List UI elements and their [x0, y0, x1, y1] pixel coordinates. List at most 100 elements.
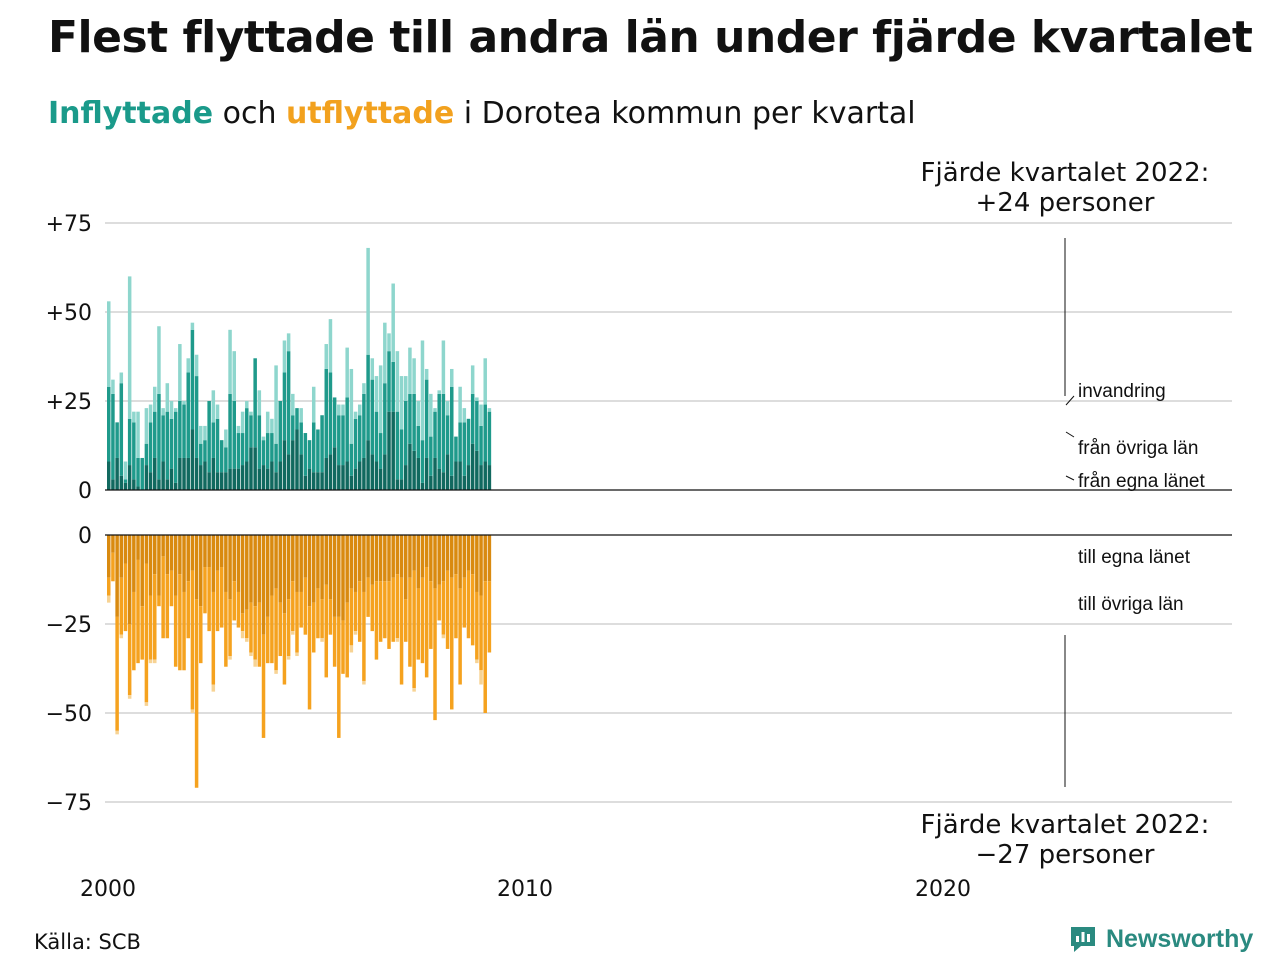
in-foreign-bar	[257, 390, 262, 416]
out-other-bar	[253, 606, 257, 660]
in-own-bar	[295, 429, 299, 490]
in-own-bar	[261, 465, 266, 490]
out-own-bar	[416, 535, 421, 589]
in-own-bar	[450, 475, 454, 490]
out-foreign-bar	[479, 670, 483, 685]
in-foreign-bar	[349, 368, 354, 444]
out-own-bar	[399, 535, 404, 578]
in-foreign-bar	[232, 351, 236, 401]
in-own-bar	[475, 450, 479, 490]
out-own-bar	[391, 535, 395, 578]
out-own-bar	[253, 535, 257, 607]
out-own-bar	[295, 535, 299, 592]
in-own-bar	[458, 461, 462, 490]
out-own-bar	[483, 535, 487, 582]
in-own-bar	[157, 479, 161, 490]
in-other-bar	[107, 386, 111, 462]
out-other-bar	[420, 577, 425, 664]
y-tick-label: 0	[78, 524, 92, 549]
in-foreign-bar	[479, 404, 483, 426]
out-own-bar	[224, 535, 228, 592]
in-other-bar	[240, 433, 245, 466]
in-other-bar	[420, 440, 425, 483]
in-foreign-bar	[311, 386, 316, 423]
annotation-bottom-value: −27 personer	[976, 840, 1155, 870]
out-own-bar	[374, 535, 379, 582]
in-foreign-bar	[391, 283, 395, 362]
out-own-bar	[161, 535, 165, 557]
out-other-bar	[182, 591, 186, 671]
out-own-bar	[261, 535, 266, 635]
in-foreign-bar	[286, 333, 291, 352]
in-foreign-bar	[199, 425, 203, 444]
out-foreign-bar	[144, 702, 149, 706]
out-other-bar	[291, 581, 295, 632]
out-foreign-bar	[107, 595, 111, 603]
in-other-bar	[416, 425, 421, 458]
in-own-bar	[370, 454, 375, 490]
out-own-bar	[190, 535, 195, 571]
in-other-bar	[140, 457, 144, 490]
out-own-bar	[299, 535, 303, 592]
out-other-bar	[337, 616, 341, 738]
out-other-bar	[387, 581, 391, 649]
in-other-bar	[190, 329, 195, 430]
out-other-bar	[479, 595, 483, 671]
out-own-bar	[349, 535, 354, 589]
out-other-bar	[391, 577, 395, 642]
in-other-bar	[119, 383, 124, 476]
in-other-bar	[458, 422, 462, 462]
in-own-bar	[169, 468, 174, 490]
in-own-bar	[282, 440, 287, 490]
out-own-bar	[119, 535, 124, 578]
in-own-bar	[403, 465, 408, 490]
out-other-bar	[127, 624, 132, 696]
out-own-bar	[194, 535, 199, 600]
in-own-bar	[291, 440, 295, 490]
out-other-bar	[345, 602, 349, 678]
in-own-bar	[470, 443, 475, 490]
out-own-bar	[282, 535, 287, 614]
in-other-bar	[483, 404, 487, 462]
out-foreign-bar	[127, 695, 132, 699]
out-own-bar	[123, 535, 128, 564]
out-own-bar	[454, 535, 458, 575]
out-other-bar	[328, 599, 333, 635]
in-foreign-bar	[445, 401, 450, 416]
out-other-bar	[316, 588, 320, 639]
out-own-bar	[245, 535, 249, 610]
in-own-bar	[194, 457, 199, 490]
in-own-bar	[479, 465, 483, 490]
in-own-bar	[483, 461, 487, 490]
out-other-bar	[311, 602, 316, 653]
in-own-bar	[412, 450, 416, 490]
y-tick-label: −25	[46, 613, 92, 638]
in-other-bar	[157, 393, 161, 480]
out-own-bar	[328, 535, 333, 600]
out-other-bar	[282, 613, 287, 685]
in-other-bar	[324, 368, 329, 458]
in-other-bar	[307, 440, 312, 469]
out-own-bar	[408, 535, 412, 578]
out-own-bar	[437, 535, 441, 585]
out-other-bar	[194, 599, 199, 788]
y-tick-label: +75	[46, 212, 92, 237]
in-other-bar	[153, 411, 157, 458]
out-own-bar	[412, 535, 416, 571]
in-foreign-bar	[161, 408, 165, 416]
out-own-bar	[132, 535, 136, 592]
in-own-bar	[345, 461, 349, 490]
out-other-bar	[240, 613, 245, 632]
out-own-bar	[207, 535, 211, 568]
subtitle-inflyttade: Inflyttade	[48, 96, 214, 131]
in-other-bar	[412, 393, 416, 451]
out-foreign-bar	[240, 631, 245, 639]
out-own-bar	[353, 535, 358, 592]
in-foreign-bar	[270, 418, 274, 434]
in-foreign-bar	[173, 408, 178, 412]
axes	[105, 238, 1232, 787]
out-other-bar	[362, 591, 366, 681]
in-own-bar	[383, 454, 387, 490]
out-foreign-bar	[119, 634, 124, 639]
out-other-bar	[278, 602, 282, 657]
